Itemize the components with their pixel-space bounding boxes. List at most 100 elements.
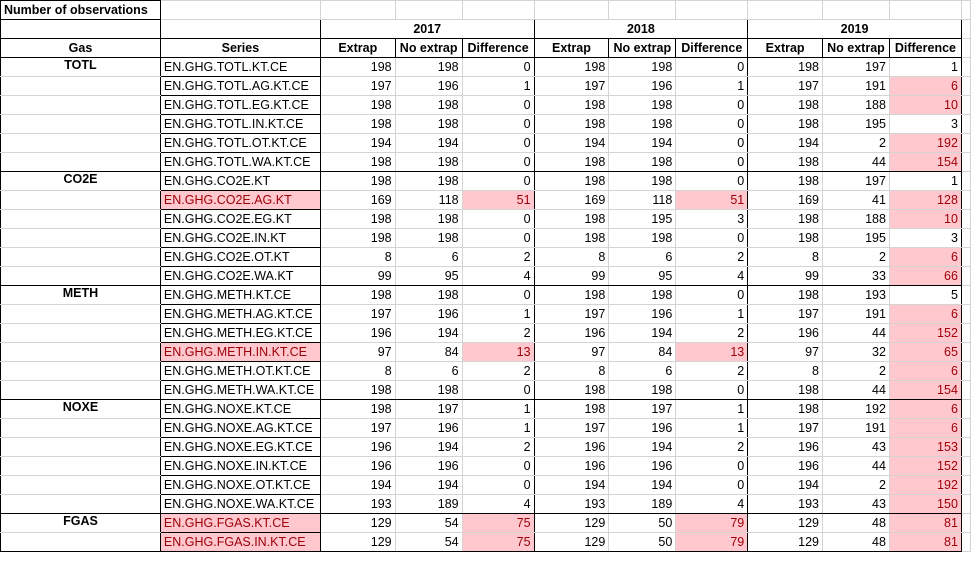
extrap-2019-cell[interactable]: 198	[747, 114, 823, 134]
series-code-cell[interactable]: EN.GHG.TOTL.AG.KT.CE	[159, 76, 321, 96]
no-extrap-2017-cell[interactable]: 198	[394, 285, 463, 305]
extrap-2019-cell[interactable]: 169	[747, 190, 823, 210]
gas-cell[interactable]	[0, 437, 161, 457]
extrap-2019-cell[interactable]: 198	[747, 171, 823, 191]
gas-cell[interactable]	[0, 114, 161, 134]
no-extrap-2017-cell[interactable]: 198	[394, 114, 463, 134]
series-code-cell[interactable]: EN.GHG.NOXE.EG.KT.CE	[159, 437, 321, 457]
extrap-2017-cell[interactable]: 197	[319, 304, 396, 324]
difference-2019-cell[interactable]: 10	[888, 209, 962, 229]
no-extrap-2017-cell[interactable]: 198	[394, 380, 463, 400]
gas-label[interactable]: CO2E	[0, 171, 161, 191]
difference-2019-cell[interactable]: 154	[888, 152, 962, 172]
difference-2019-cell[interactable]: 6	[888, 76, 962, 96]
difference-2018-cell[interactable]: 0	[675, 228, 749, 248]
no-extrap-2018-cell[interactable]: 95	[608, 266, 677, 286]
no-extrap-header[interactable]: No extrap	[608, 38, 677, 58]
extrap-2017-cell[interactable]: 198	[319, 228, 396, 248]
series-code-cell[interactable]: EN.GHG.NOXE.AG.KT.CE	[159, 418, 321, 438]
no-extrap-2018-cell[interactable]: 198	[608, 114, 677, 134]
difference-2019-cell[interactable]: 128	[888, 190, 962, 210]
difference-2017-cell[interactable]: 0	[461, 171, 535, 191]
no-extrap-2019-cell[interactable]: 32	[821, 342, 890, 362]
gas-cell[interactable]	[0, 304, 161, 324]
extrap-2019-cell[interactable]: 197	[747, 76, 823, 96]
difference-2017-cell[interactable]: 2	[461, 247, 535, 267]
difference-2017-cell[interactable]: 0	[461, 209, 535, 229]
difference-2017-cell[interactable]: 1	[461, 418, 535, 438]
extrap-2019-cell[interactable]: 198	[747, 95, 823, 115]
no-extrap-2017-cell[interactable]: 54	[394, 513, 463, 533]
no-extrap-2018-cell[interactable]: 198	[608, 285, 677, 305]
no-extrap-2019-cell[interactable]: 44	[821, 380, 890, 400]
no-extrap-2017-cell[interactable]: 196	[394, 456, 463, 476]
no-extrap-2017-cell[interactable]: 198	[394, 152, 463, 172]
gas-cell[interactable]	[0, 494, 161, 514]
no-extrap-2019-cell[interactable]: 33	[821, 266, 890, 286]
difference-2018-cell[interactable]: 0	[675, 133, 749, 153]
difference-2019-cell[interactable]: 81	[888, 532, 962, 552]
gas-cell[interactable]	[0, 475, 161, 495]
extrap-2019-cell[interactable]: 194	[747, 133, 823, 153]
no-extrap-2019-cell[interactable]: 44	[821, 152, 890, 172]
no-extrap-2019-cell[interactable]: 191	[821, 76, 890, 96]
no-extrap-2019-cell[interactable]: 41	[821, 190, 890, 210]
gas-label[interactable]: FGAS	[0, 513, 161, 533]
gas-cell[interactable]	[0, 152, 161, 172]
no-extrap-2019-cell[interactable]: 188	[821, 95, 890, 115]
extrap-2018-cell[interactable]: 196	[533, 323, 610, 343]
series-code-cell[interactable]: EN.GHG.CO2E.KT	[159, 171, 321, 191]
difference-2018-cell[interactable]: 0	[675, 475, 749, 495]
no-extrap-2019-cell[interactable]: 193	[821, 285, 890, 305]
no-extrap-2019-cell[interactable]: 2	[821, 475, 890, 495]
no-extrap-2018-cell[interactable]: 198	[608, 57, 677, 77]
series-code-cell[interactable]: EN.GHG.METH.OT.KT.CE	[159, 361, 321, 381]
extrap-2017-cell[interactable]: 198	[319, 209, 396, 229]
series-code-cell[interactable]: EN.GHG.METH.IN.KT.CE	[159, 342, 321, 362]
difference-2019-cell[interactable]: 66	[888, 266, 962, 286]
no-extrap-2017-cell[interactable]: 198	[394, 228, 463, 248]
extrap-2019-cell[interactable]: 129	[747, 513, 823, 533]
extrap-2019-cell[interactable]: 194	[747, 475, 823, 495]
extrap-2018-cell[interactable]: 97	[533, 342, 610, 362]
extrap-2017-cell[interactable]: 99	[319, 266, 396, 286]
no-extrap-2017-cell[interactable]: 197	[394, 399, 463, 419]
difference-2018-cell[interactable]: 0	[675, 380, 749, 400]
difference-2019-cell[interactable]: 152	[888, 323, 962, 343]
series-code-cell[interactable]: EN.GHG.TOTL.WA.KT.CE	[159, 152, 321, 172]
extrap-2018-cell[interactable]: 194	[533, 133, 610, 153]
difference-2019-cell[interactable]: 152	[888, 456, 962, 476]
difference-2017-cell[interactable]: 0	[461, 285, 535, 305]
difference-2019-cell[interactable]: 192	[888, 475, 962, 495]
difference-2018-cell[interactable]: 2	[675, 247, 749, 267]
no-extrap-2018-cell[interactable]: 196	[608, 456, 677, 476]
series-code-cell[interactable]: EN.GHG.METH.AG.KT.CE	[159, 304, 321, 324]
gas-label[interactable]: METH	[0, 285, 161, 305]
no-extrap-2018-cell[interactable]: 198	[608, 380, 677, 400]
no-extrap-2018-cell[interactable]: 197	[608, 399, 677, 419]
series-code-cell[interactable]: EN.GHG.NOXE.IN.KT.CE	[159, 456, 321, 476]
difference-2019-cell[interactable]: 6	[888, 418, 962, 438]
no-extrap-2017-cell[interactable]: 196	[394, 76, 463, 96]
no-extrap-header[interactable]: No extrap	[394, 38, 463, 58]
extrap-2018-cell[interactable]: 169	[533, 190, 610, 210]
series-code-cell[interactable]: EN.GHG.METH.WA.KT.CE	[159, 380, 321, 400]
extrap-2017-cell[interactable]: 196	[319, 437, 396, 457]
gas-cell[interactable]	[0, 228, 161, 248]
extrap-2018-cell[interactable]: 197	[533, 76, 610, 96]
difference-2018-cell[interactable]: 0	[675, 152, 749, 172]
extrap-2018-cell[interactable]: 193	[533, 494, 610, 514]
difference-2018-cell[interactable]: 79	[675, 513, 749, 533]
sheet-title[interactable]: Number of observations	[0, 0, 161, 20]
extrap-header[interactable]: Extrap	[533, 38, 610, 58]
no-extrap-2019-cell[interactable]: 2	[821, 133, 890, 153]
no-extrap-2017-cell[interactable]: 194	[394, 437, 463, 457]
no-extrap-2018-cell[interactable]: 194	[608, 133, 677, 153]
series-code-cell[interactable]: EN.GHG.NOXE.WA.KT.CE	[159, 494, 321, 514]
extrap-2019-cell[interactable]: 198	[747, 209, 823, 229]
difference-2019-cell[interactable]: 1	[888, 57, 962, 77]
series-code-cell[interactable]: EN.GHG.CO2E.EG.KT	[159, 209, 321, 229]
no-extrap-2018-cell[interactable]: 196	[608, 418, 677, 438]
difference-2017-cell[interactable]: 1	[461, 304, 535, 324]
extrap-2017-cell[interactable]: 193	[319, 494, 396, 514]
